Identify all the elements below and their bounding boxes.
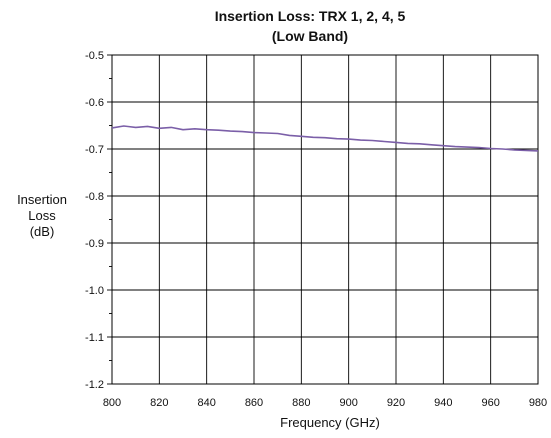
y-axis-label-line-3: (dB): [29, 224, 55, 239]
x-tick-label-8: 960: [481, 397, 499, 409]
y-tick-label-4: -0.9: [85, 238, 104, 250]
y-tick-label-0: -0.5: [85, 50, 104, 62]
series-line-0: [111, 125, 539, 152]
plot-frame: [111, 54, 539, 385]
chart-title-line-2: (Low Band): [271, 28, 349, 44]
y-axis-label: Insertion Loss (dB): [0, 192, 84, 240]
x-tick-label-4: 880: [292, 397, 310, 409]
x-tick-label-3: 860: [245, 397, 263, 409]
y-tick-label-3: -0.8: [85, 191, 104, 203]
y-tick-label-2: -0.7: [85, 144, 104, 156]
x-axis-label: Frequency (GHz): [280, 415, 380, 430]
x-tick-label-2: 840: [197, 397, 215, 409]
chart-title-line-1: Insertion Loss: TRX 1, 2, 4, 5: [214, 8, 406, 24]
x-tick-label-7: 940: [434, 397, 452, 409]
y-tick-label-6: -1.1: [85, 332, 104, 344]
y-axis-label-line-1: Insertion: [17, 192, 67, 207]
y-tick-label-7: -1.2: [85, 379, 104, 391]
x-tick-label-1: 820: [150, 397, 168, 409]
y-axis-label-line-2: Loss: [28, 208, 56, 223]
x-tick-label-9: 980: [529, 397, 547, 409]
x-tick-label-0: 800: [103, 397, 121, 409]
x-tick-label-5: 900: [339, 397, 357, 409]
y-tick-label-5: -1.0: [85, 285, 104, 297]
y-tick-label-1: -0.6: [85, 97, 104, 109]
x-tick-label-6: 920: [387, 397, 405, 409]
